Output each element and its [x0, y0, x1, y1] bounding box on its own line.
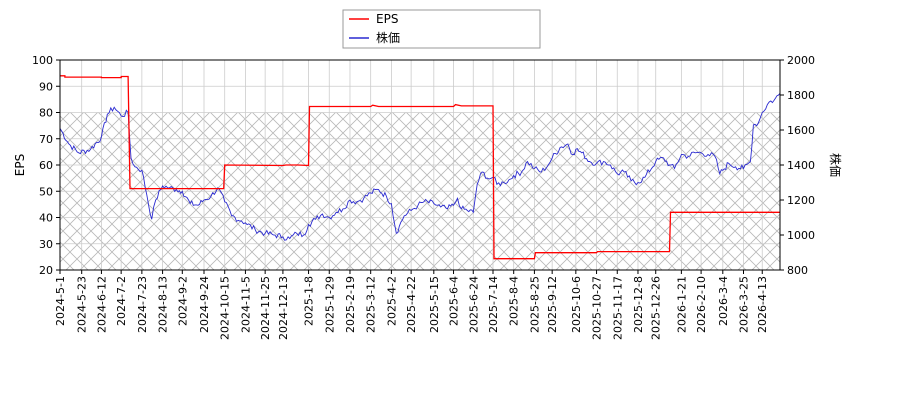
x-tick-label: 2025-8-25 — [528, 276, 541, 333]
x-tick-label: 2025-5-15 — [428, 276, 441, 333]
x-tick-label: 2025-8-4 — [508, 276, 521, 326]
x-tick-label: 2024-9-2 — [176, 276, 189, 326]
right-tick-label: 800 — [787, 264, 808, 277]
left-tick-label: 100 — [32, 54, 53, 67]
x-tick-label: 2024-7-23 — [136, 276, 149, 333]
x-axis: 2024-5-1 2024-5-23 2024-6-12 2024-7-2 2024-7… — [54, 270, 769, 340]
left-tick-label: 70 — [39, 133, 53, 146]
x-tick-label: 2025-12-8 — [632, 276, 645, 333]
x-tick-label: 2025-9-12 — [546, 276, 559, 333]
grid — [59, 59, 780, 271]
x-tick-label: 2024-12-13 — [277, 276, 290, 340]
left-tick-label: 50 — [39, 185, 53, 198]
x-tick-label: 2025-10-27 — [591, 276, 604, 340]
x-tick-label: 2025-12-26 — [650, 276, 663, 340]
left-tick-label: 90 — [39, 80, 53, 93]
x-tick-label: 2025-10-6 — [570, 276, 583, 333]
x-tick-label: 2025-7-14 — [487, 276, 500, 333]
x-tick-label: 2025-2-19 — [344, 276, 357, 333]
left-tick-label: 40 — [39, 212, 53, 225]
right-axis-title: 株価 — [828, 153, 843, 177]
right-tick-label: 1200 — [787, 194, 815, 207]
x-tick-label: 2026-1-21 — [675, 276, 688, 333]
right-tick-label: 1000 — [787, 229, 815, 242]
x-tick-label: 2025-3-12 — [365, 276, 378, 333]
left-axis: 20 30 40 50 60 70 80 90 100 — [32, 54, 60, 277]
left-tick-label: 80 — [39, 107, 53, 120]
legend-label-eps: EPS — [376, 12, 398, 26]
x-tick-label: 2025-11-17 — [611, 276, 624, 340]
left-tick-label: 20 — [39, 264, 53, 277]
right-tick-label: 1400 — [787, 159, 815, 172]
x-tick-label: 2024-11-5 — [239, 276, 252, 333]
x-tick-label: 2025-1-8 — [303, 276, 316, 326]
x-tick-label: 2026-3-4 — [717, 276, 730, 326]
x-tick-label: 2024-10-15 — [219, 276, 232, 340]
right-tick-label: 2000 — [787, 54, 815, 67]
x-tick-label: 2024-6-12 — [95, 276, 108, 333]
x-tick-label: 2024-5-1 — [54, 276, 67, 326]
legend-box — [342, 9, 541, 49]
x-tick-label: 2025-6-24 — [467, 276, 480, 333]
price-line — [60, 93, 780, 241]
x-tick-label: 2026-2-10 — [695, 276, 708, 333]
x-tick-label: 2024-8-13 — [157, 276, 170, 333]
eps-line — [60, 75, 780, 260]
x-tick-label: 2025-4-2 — [385, 276, 398, 326]
left-tick-label: 60 — [39, 159, 53, 172]
x-tick-label: 2026-4-13 — [756, 276, 769, 333]
right-tick-label: 1600 — [787, 124, 815, 137]
left-axis-title: EPS — [13, 154, 27, 176]
left-tick-label: 30 — [39, 238, 53, 251]
right-axis: 800 1000 1200 1400 1600 1800 2000 — [780, 54, 815, 277]
x-tick-label: 2024-11-25 — [259, 276, 272, 340]
x-tick-label: 2024-7-2 — [115, 276, 128, 326]
x-tick-label: 2025-4-22 — [405, 276, 418, 333]
x-tick-label: 2025-6-4 — [448, 276, 461, 326]
x-tick-label: 2026-3-25 — [738, 276, 751, 333]
legend-label-price: 株価 — [376, 30, 400, 45]
x-tick-label: 2025-1-29 — [323, 276, 336, 333]
x-tick-label: 2024-5-23 — [76, 276, 89, 333]
x-tick-label: 2024-9-24 — [198, 276, 211, 333]
right-tick-label: 1800 — [787, 89, 815, 102]
legend: EPS 株価 — [342, 9, 541, 49]
